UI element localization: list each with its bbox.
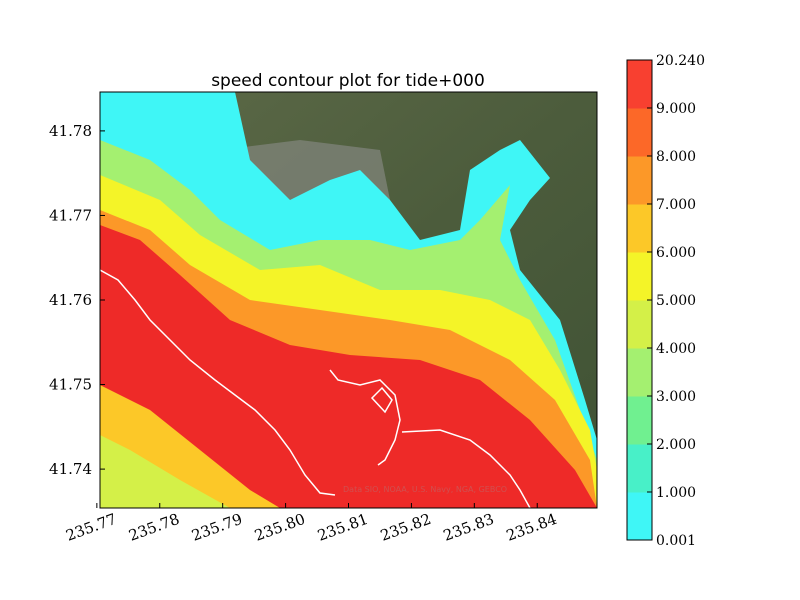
- colorbar-tick-label: 3.000: [656, 389, 696, 405]
- x-tick-label: 235.78: [126, 510, 181, 545]
- colorbar-tick-label: 9.000: [656, 101, 696, 117]
- x-tick-label: 235.81: [315, 510, 370, 545]
- x-tick-label: 235.84: [504, 510, 559, 545]
- y-tick-label: 41.76: [49, 291, 92, 309]
- colorbar-segment: [627, 300, 652, 349]
- colorbar-tick-label: 0.001: [656, 533, 696, 549]
- colorbar-segment: [627, 204, 652, 253]
- colorbar-segment: [627, 60, 652, 109]
- contour-band-red: [100, 225, 597, 508]
- colorbar-tick-label: 5.000: [656, 293, 696, 309]
- colorbar: 0.001 1.000 2.000 3.000 4.000 5.000 6.000 7.000…: [626, 53, 705, 549]
- y-tick-label: 41.75: [49, 376, 92, 394]
- y-tick-label: 41.74: [49, 460, 92, 478]
- chart-title: speed contour plot for tide+000: [211, 71, 485, 91]
- colorbar-tick-label: 2.000: [656, 437, 696, 453]
- coastline-east: [401, 429, 531, 508]
- colorbar-tick-label: 8.000: [656, 149, 696, 165]
- colorbar-tick-label: 20.240: [656, 53, 705, 69]
- x-tick-label: 235.83: [441, 510, 496, 545]
- colorbar-segment: [627, 492, 652, 541]
- coastline-island: [370, 386, 393, 414]
- colorbar-segment: [627, 444, 652, 493]
- map-attribution: Data SIO, NOAA, U.S. Navy, NGA, GEBCO: [343, 485, 507, 494]
- plot-area: Data SIO, NOAA, U.S. Navy, NGA, GEBCO: [100, 92, 597, 508]
- colorbar-segment: [627, 348, 652, 397]
- colorbar-segment: [627, 156, 652, 205]
- colorbar-tick-label: 7.000: [656, 197, 696, 213]
- colorbar-segment: [627, 108, 652, 157]
- coastline-west: [100, 269, 336, 496]
- y-tick-label: 41.77: [49, 206, 92, 224]
- x-tick-label: 235.80: [252, 510, 307, 545]
- y-tick-label: 41.78: [49, 122, 92, 140]
- x-axis: 235.77 235.78 235.79 235.80 235.81 235.82 235.…: [63, 503, 559, 545]
- x-tick-label: 235.77: [63, 510, 118, 545]
- colorbar-tick-label: 1.000: [656, 485, 696, 501]
- contour-band-lower-orange: [100, 385, 280, 508]
- colorbar-segment: [627, 396, 652, 445]
- coastline-spit: [329, 369, 401, 466]
- x-tick-label: 235.79: [189, 510, 244, 545]
- colorbar-tick-label: 6.000: [656, 245, 696, 261]
- colorbar-tick-label: 4.000: [656, 341, 696, 357]
- x-tick-label: 235.82: [378, 510, 433, 545]
- y-axis: 41.74 41.75 41.76 41.77 41.78: [49, 122, 105, 478]
- colorbar-segment: [627, 252, 652, 301]
